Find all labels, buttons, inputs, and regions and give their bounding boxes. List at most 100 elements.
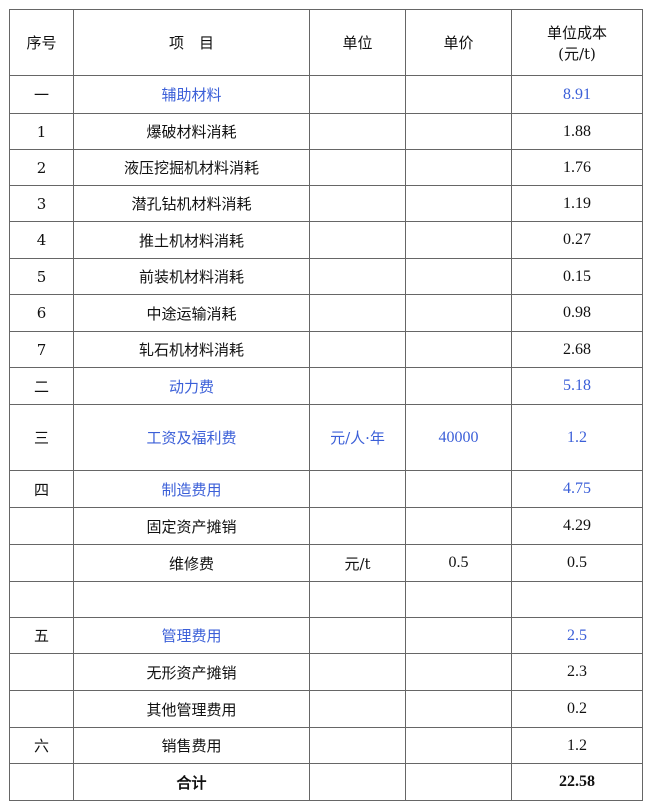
item-cell: 推土机材料消耗: [73, 221, 310, 259]
item-cell: 动力费: [73, 367, 310, 405]
seq-cell: 三: [9, 404, 74, 471]
header-cost-line2: (元/t): [558, 44, 596, 63]
table-row: 5 前装机材料消耗 0.15: [9, 258, 643, 295]
price-cell: [405, 113, 512, 150]
unit-cell: [309, 185, 406, 222]
price-cell: [405, 653, 512, 691]
item-cell: 轧石机材料消耗: [73, 331, 310, 368]
price-cell: [405, 763, 512, 801]
seq-cell: 五: [9, 617, 74, 654]
unit-cell: [309, 149, 406, 186]
seq-cell: [9, 653, 74, 691]
cost-cell: [511, 581, 643, 618]
unit-cell: [309, 690, 406, 728]
header-cost-line1: 单位成本: [546, 23, 607, 42]
table-row: 4 推土机材料消耗 0.27: [9, 221, 643, 259]
price-cell: [405, 617, 512, 654]
header-unit: 单位: [309, 9, 406, 76]
cost-cell: 1.88: [511, 113, 643, 150]
price-cell: [405, 185, 512, 222]
price-cell: [405, 221, 512, 259]
unit-cell: [309, 470, 406, 508]
price-cell: [405, 367, 512, 405]
table-row: 6 中途运输消耗 0.98: [9, 294, 643, 332]
cost-cell: 4.29: [511, 507, 643, 545]
cost-cell: 8.91: [511, 75, 643, 114]
cost-cell: 0.98: [511, 294, 643, 332]
price-cell: [405, 581, 512, 618]
total-cost: 22.58: [511, 763, 643, 801]
header-row: 序号 项 目 单位 单价 单位成本 (元/t): [9, 9, 643, 76]
price-cell: [405, 690, 512, 728]
seq-cell: [9, 581, 74, 618]
table-row: 7 轧石机材料消耗 2.68: [9, 331, 643, 368]
price-cell: [405, 507, 512, 545]
unit-cell: [309, 653, 406, 691]
cost-cell: 0.2: [511, 690, 643, 728]
table-row: 一辅助材料 8.91: [9, 75, 643, 114]
price-cell: [405, 331, 512, 368]
item-cell: 工资及福利费: [73, 404, 310, 471]
seq-cell: [9, 507, 74, 545]
unit-cell: [309, 221, 406, 259]
table-row: 1 爆破材料消耗 1.88: [9, 113, 643, 150]
seq-cell: [9, 690, 74, 728]
unit-cell: [309, 331, 406, 368]
seq-cell: 六: [9, 727, 74, 764]
cost-cell: 0.15: [511, 258, 643, 295]
item-cell: 维修费: [73, 544, 310, 582]
header-price: 单价: [405, 9, 512, 76]
seq-cell: 二: [9, 367, 74, 405]
unit-cell: [309, 113, 406, 150]
item-cell: 中途运输消耗: [73, 294, 310, 332]
item-cell: 辅助材料: [73, 75, 310, 114]
table-row: 四制造费用 4.75: [9, 470, 643, 508]
price-cell: [405, 727, 512, 764]
seq-cell: 一: [9, 75, 74, 114]
cost-cell: 2.3: [511, 653, 643, 691]
cost-cell: 1.76: [511, 149, 643, 186]
unit-cost-table: 序号 项 目 单位 单价 单位成本 (元/t) 一辅助材料 8.91 1 爆破材料消耗 1…: [9, 9, 643, 801]
unit-cell: [309, 294, 406, 332]
cost-cell: 1.19: [511, 185, 643, 222]
total-row: 合计 22.58: [9, 763, 643, 801]
table-row: 2 液压挖掘机材料消耗 1.76: [9, 149, 643, 186]
price-cell: [405, 149, 512, 186]
table-row: 三工资及福利费 元/人·年 40000 1.2: [9, 404, 643, 471]
cost-cell: 2.68: [511, 331, 643, 368]
unit-cell: 元/人·年: [309, 404, 406, 471]
seq-cell: 四: [9, 470, 74, 508]
item-cell: 爆破材料消耗: [73, 113, 310, 150]
cost-cell: 1.2: [511, 404, 643, 471]
item-cell: 其他管理费用: [73, 690, 310, 728]
item-cell: 前装机材料消耗: [73, 258, 310, 295]
cost-cell: 0.27: [511, 221, 643, 259]
cost-cell: 1.2: [511, 727, 643, 764]
seq-cell: [9, 763, 74, 801]
table-row: 五管理费用 2.5: [9, 617, 643, 654]
header-seq: 序号: [9, 9, 74, 76]
total-label: 合计: [73, 763, 310, 801]
cost-cell: 5.18: [511, 367, 643, 405]
price-cell: 0.5: [405, 544, 512, 582]
unit-cell: [309, 507, 406, 545]
item-cell: 潜孔钻机材料消耗: [73, 185, 310, 222]
seq-cell: 7: [9, 331, 74, 368]
table-row: 二动力费 5.18: [9, 367, 643, 405]
table-row: 其他管理费用 0.2: [9, 690, 643, 728]
seq-cell: 3: [9, 185, 74, 222]
price-cell: [405, 470, 512, 508]
unit-cell: 元/t: [309, 544, 406, 582]
header-cost: 单位成本 (元/t): [511, 9, 643, 76]
unit-cell: [309, 258, 406, 295]
item-cell: 制造费用: [73, 470, 310, 508]
table-row: 3 潜孔钻机材料消耗 1.19: [9, 185, 643, 222]
seq-cell: 4: [9, 221, 74, 259]
unit-cell: [309, 617, 406, 654]
cost-cell: 0.5: [511, 544, 643, 582]
item-cell: 无形资产摊销: [73, 653, 310, 691]
seq-cell: 1: [9, 113, 74, 150]
price-cell: [405, 294, 512, 332]
header-item: 项 目: [73, 9, 310, 76]
unit-cell: [309, 763, 406, 801]
